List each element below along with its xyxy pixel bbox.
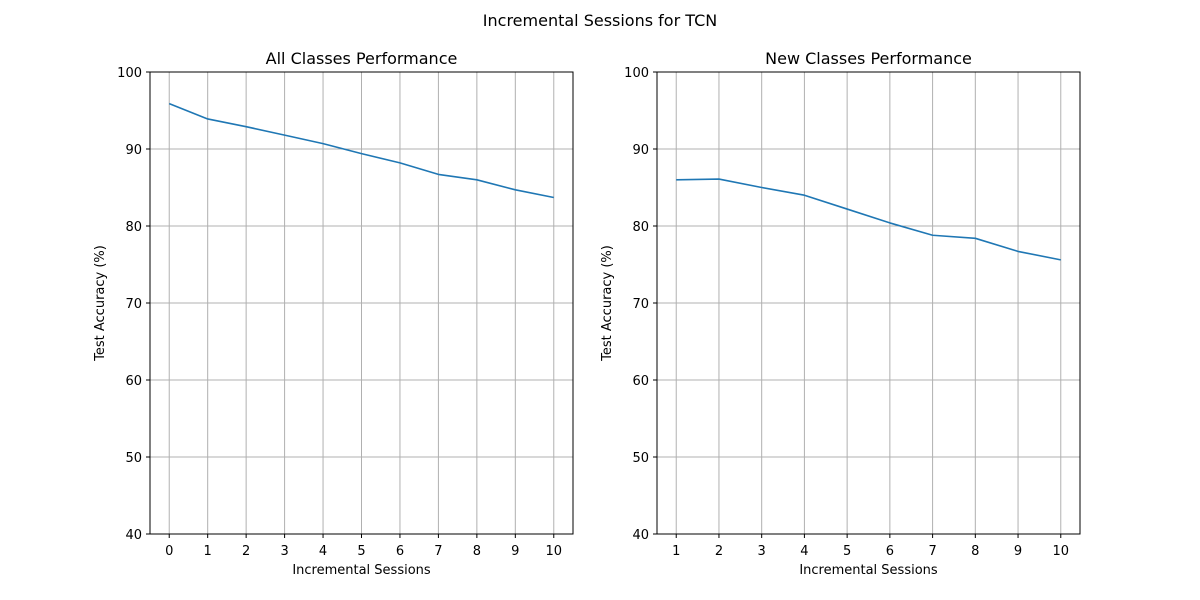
subplot-title: New Classes Performance — [765, 49, 972, 68]
x-tick-label: 9 — [511, 544, 519, 559]
figure-title: Incremental Sessions for TCN — [483, 11, 717, 30]
x-tick-label: 6 — [886, 544, 894, 559]
y-tick-label: 90 — [632, 143, 649, 158]
x-axis-label: Incremental Sessions — [799, 563, 938, 578]
x-tick-label: 8 — [473, 544, 481, 559]
x-tick-label: 6 — [396, 544, 404, 559]
x-tick-label: 8 — [971, 544, 979, 559]
x-tick-label: 2 — [242, 544, 250, 559]
subplot-title: All Classes Performance — [266, 49, 458, 68]
y-tick-label: 60 — [125, 374, 142, 389]
subplot-new-classes: 1 2 3 4 5 6 7 8 9 10 40 50 60 70 80 90 100 New Classes Pe… — [600, 49, 1081, 578]
x-tick-label: 1 — [672, 544, 680, 559]
y-tick-label: 40 — [125, 528, 142, 543]
x-tick-label: 4 — [800, 544, 808, 559]
y-tick-label: 60 — [632, 374, 649, 389]
x-tick-label: 4 — [319, 544, 327, 559]
x-axis-label: Incremental Sessions — [292, 563, 431, 578]
y-axis-label: Test Accuracy (%) — [600, 245, 615, 362]
x-tick-label: 2 — [715, 544, 723, 559]
x-tick-label: 3 — [280, 544, 288, 559]
series-line — [168, 102, 554, 199]
x-tick-label: 0 — [165, 544, 173, 559]
y-tick-label: 50 — [125, 451, 142, 466]
x-tick-label: 5 — [843, 544, 851, 559]
y-axis-label: Test Accuracy (%) — [93, 245, 108, 362]
x-tick-label: 1 — [204, 544, 212, 559]
x-tick-label: 7 — [928, 544, 936, 559]
y-tick-label: 80 — [632, 220, 649, 235]
y-tick-label: 70 — [632, 297, 649, 312]
y-tick-label: 100 — [624, 66, 649, 81]
y-tick-label: 40 — [632, 528, 649, 543]
x-tick-label: 9 — [1014, 544, 1022, 559]
y-tick-label: 50 — [632, 451, 649, 466]
x-tick-label: 5 — [357, 544, 365, 559]
series-line — [676, 178, 1061, 261]
x-tick-label: 7 — [434, 544, 442, 559]
y-tick-label: 70 — [125, 297, 142, 312]
x-tick-label: 10 — [1052, 544, 1069, 559]
y-tick-label: 100 — [117, 66, 142, 81]
x-tick-label: 3 — [758, 544, 766, 559]
x-tick-label: 10 — [545, 544, 562, 559]
y-tick-label: 80 — [125, 220, 142, 235]
y-tick-label: 90 — [125, 143, 142, 158]
subplot-all-classes: 0 1 2 3 4 5 6 7 8 9 10 40 50 60 70 80 90 100 All Classes P… — [93, 49, 574, 578]
